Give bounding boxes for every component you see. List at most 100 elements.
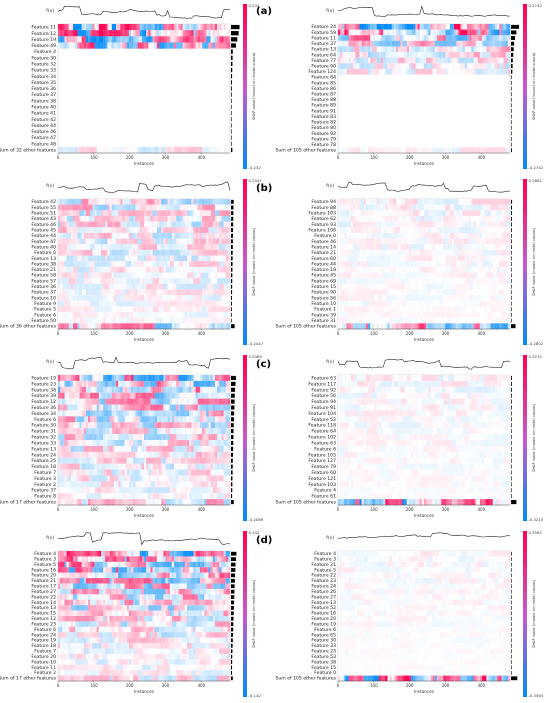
heatmap-cell xyxy=(469,244,472,250)
heatmap-cell xyxy=(159,146,162,154)
heatmap-cell xyxy=(182,204,185,211)
heatmap-cell xyxy=(499,278,502,284)
heatmap-cell xyxy=(484,63,487,69)
heatmap-cell xyxy=(497,46,500,53)
heatmap-cell xyxy=(424,278,427,284)
heatmap-cell xyxy=(451,261,455,267)
heatmap-cell xyxy=(212,215,216,222)
heatmap-cell xyxy=(342,35,345,41)
importance-bar xyxy=(511,47,514,52)
heatmap-cell xyxy=(424,249,427,256)
heatmap-cell xyxy=(199,283,203,290)
heatmap-cell xyxy=(387,238,390,245)
heatmap-cell xyxy=(146,221,149,228)
heatmap-cell xyxy=(419,221,422,228)
heatmap-cell xyxy=(499,210,502,217)
heatmap-cell xyxy=(398,306,401,313)
heatmap-cell xyxy=(141,36,145,43)
heatmap-cell xyxy=(417,289,420,296)
heatmap-cell xyxy=(221,300,224,307)
heatmap-cell xyxy=(488,199,491,205)
heatmap-cell xyxy=(387,57,390,64)
heatmap-cell xyxy=(148,199,151,205)
heatmap-cell xyxy=(103,199,106,205)
heatmap-cell xyxy=(484,40,487,47)
heatmap-cell xyxy=(355,261,358,267)
heatmap-cell xyxy=(400,266,403,273)
heatmap-cell xyxy=(124,199,127,205)
heatmap-cell xyxy=(492,295,496,301)
heatmap-cell xyxy=(217,30,220,37)
heatmap-cell xyxy=(178,30,181,37)
heatmap-cell xyxy=(430,272,433,279)
heatmap-cell xyxy=(163,249,166,256)
heatmap-cell xyxy=(70,306,74,313)
heatmap-cell xyxy=(98,30,102,37)
heatmap-cell xyxy=(165,283,168,290)
row-label: Feature 11 xyxy=(31,25,56,31)
heatmap-cell xyxy=(182,278,185,284)
heatmap-cell xyxy=(428,40,431,47)
heatmap-cell xyxy=(449,300,453,307)
heatmap-cell xyxy=(482,227,485,234)
heatmap-cell xyxy=(187,295,190,301)
heatmap-cell xyxy=(357,63,360,69)
heatmap-cell xyxy=(137,283,140,290)
heatmap-cell xyxy=(60,272,63,279)
heatmap-cell xyxy=(346,147,349,154)
heatmap-cell xyxy=(340,272,343,279)
heatmap-cell xyxy=(208,289,211,296)
importance-bar xyxy=(511,86,512,91)
heatmap-cell xyxy=(353,272,356,279)
heatmap-row xyxy=(58,36,231,43)
heatmap-cell xyxy=(197,283,201,290)
heatmap-cell xyxy=(441,68,444,75)
heatmap-cell xyxy=(118,295,121,301)
heatmap-cell xyxy=(467,266,470,273)
heatmap-cell xyxy=(219,146,222,154)
heatmap-cell xyxy=(139,261,142,267)
heatmap-cell xyxy=(355,244,358,250)
heatmap-cell xyxy=(217,323,220,330)
heatmap-cell xyxy=(383,306,386,313)
heatmap-cell xyxy=(348,68,352,75)
heatmap-cell xyxy=(451,227,455,234)
heatmap-cell xyxy=(176,255,179,262)
heatmap-cell xyxy=(340,227,343,234)
heatmap-row xyxy=(338,244,511,250)
heatmap-cell xyxy=(404,215,407,222)
heatmap-cell xyxy=(391,24,395,30)
heatmap-cell xyxy=(378,40,382,47)
heatmap-cell xyxy=(176,36,179,43)
importance-bar xyxy=(511,120,512,125)
heatmap-cell xyxy=(70,227,74,234)
heatmap-cell xyxy=(165,300,168,307)
heatmap-cell xyxy=(398,24,401,30)
heatmap-cell xyxy=(195,289,198,296)
heatmap-cell xyxy=(488,147,491,154)
heatmap-cell xyxy=(374,221,377,228)
heatmap-cell xyxy=(187,249,190,256)
heatmap-cell xyxy=(135,289,138,296)
heatmap-cell xyxy=(189,312,192,318)
heatmap-cell xyxy=(462,215,465,222)
heatmap-cell xyxy=(141,146,145,154)
importance-bar xyxy=(511,30,517,35)
heatmap-cell xyxy=(64,30,67,37)
heatmap-cell xyxy=(161,255,164,262)
heatmap-cell xyxy=(417,249,420,256)
heatmap-cell xyxy=(486,283,489,290)
fx-line xyxy=(57,5,231,19)
heatmap-cell xyxy=(113,317,117,324)
heatmap-cell xyxy=(73,227,76,234)
heatmap-row xyxy=(338,68,511,75)
heatmap-cell xyxy=(124,289,127,296)
heatmap-cell xyxy=(415,283,418,290)
heatmap-cell xyxy=(146,210,149,217)
heatmap-cell xyxy=(387,249,390,256)
heatmap-cell xyxy=(107,199,110,205)
heatmap-cell xyxy=(154,244,158,250)
heatmap-cell xyxy=(434,283,438,290)
heatmap-cell xyxy=(171,36,175,43)
